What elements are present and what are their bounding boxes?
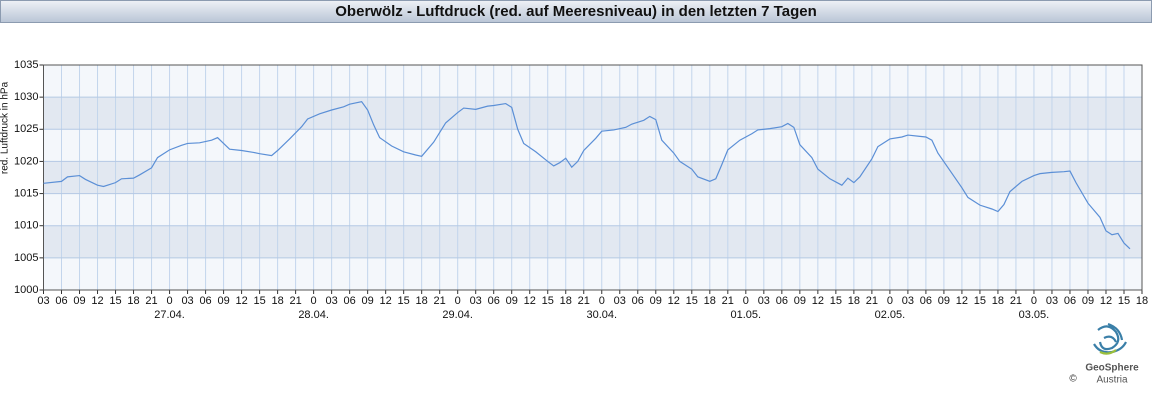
y-tick-label: 1035 [14, 59, 38, 71]
x-tick-label: 15 [1118, 295, 1130, 307]
x-tick-label: 12 [668, 295, 680, 307]
x-tick-label: 06 [920, 295, 932, 307]
x-tick-label: 0 [743, 295, 749, 307]
x-tick-label: 03 [470, 295, 482, 307]
x-tick-label: 21 [866, 295, 878, 307]
x-tick-label: 18 [704, 295, 716, 307]
date-label: 29.04. [442, 309, 473, 321]
x-tick-label: 09 [362, 295, 374, 307]
x-tick-label: 06 [632, 295, 644, 307]
x-tick-label: 21 [578, 295, 590, 307]
date-label: 03.05. [1019, 309, 1050, 321]
x-tick-label: 09 [794, 295, 806, 307]
pressure-line [43, 100, 1131, 250]
x-tick-label: 18 [271, 295, 283, 307]
x-tick-label: 0 [455, 295, 461, 307]
x-tick-label: 06 [776, 295, 788, 307]
x-tick-label: 06 [344, 295, 356, 307]
x-tick-label: 18 [127, 295, 139, 307]
y-tick-label: 1025 [14, 123, 38, 135]
x-tick-label: 15 [109, 295, 121, 307]
logo-mark-accent [1099, 349, 1117, 355]
plot-border [43, 64, 1143, 291]
logo [1093, 322, 1127, 355]
y-tick-label: 1010 [14, 220, 38, 232]
x-tick-label: 06 [55, 295, 67, 307]
grid-band [43, 161, 1142, 194]
x-tick-label: 03 [758, 295, 770, 307]
x-tick-label: 03 [37, 295, 49, 307]
chart-title: Oberwölz - Luftdruck (red. auf Meeresniv… [335, 3, 816, 20]
plot-area: 03 06 09 12 15 18 21 0 03 06 09 12 15 18 21 0 03 06 09 12 15… [14, 59, 1148, 321]
x-tick-label: 15 [398, 295, 410, 307]
y-tick-label: 1000 [14, 284, 38, 296]
logo-mark [1093, 322, 1127, 354]
x-tick-label: 09 [506, 295, 518, 307]
x-tick-label: 21 [1010, 295, 1022, 307]
copyright: © [1069, 374, 1077, 385]
x-tick-label: 0 [311, 295, 317, 307]
x-tick-label: 03 [614, 295, 626, 307]
x-tick-label: 12 [812, 295, 824, 307]
x-tick-label: 12 [524, 295, 536, 307]
x-tick-label: 03 [326, 295, 338, 307]
x-tick-label: 06 [1064, 295, 1076, 307]
x-tick-label: 21 [145, 295, 157, 307]
x-tick-label: 0 [887, 295, 893, 307]
x-tick-label: 15 [830, 295, 842, 307]
y-tick-label: 1005 [14, 252, 38, 264]
x-tick-label: 12 [235, 295, 247, 307]
logo-name: GeoSphere [1085, 363, 1139, 374]
x-tick-label: 09 [938, 295, 950, 307]
x-tick-label: 12 [380, 295, 392, 307]
x-tick-label: 21 [434, 295, 446, 307]
x-tick-label: 09 [73, 295, 85, 307]
date-label: 02.05. [875, 309, 906, 321]
x-tick-label: 0 [166, 295, 172, 307]
y-axis-label: red. Luftdruck in hPa [0, 81, 11, 174]
y-tick-label: 1020 [14, 155, 38, 167]
date-label: 28.04. [298, 309, 329, 321]
grid-band [43, 225, 1142, 258]
x-tick-label: 18 [416, 295, 428, 307]
x-tick-label: 0 [1031, 295, 1037, 307]
x-tick-label: 12 [91, 295, 103, 307]
x-tick-label: 21 [722, 295, 734, 307]
date-label: 27.04. [154, 309, 185, 321]
x-tick-label: 15 [974, 295, 986, 307]
x-tick-label: 21 [289, 295, 301, 307]
x-tick-label: 18 [1136, 295, 1148, 307]
x-tick-label: 18 [560, 295, 572, 307]
logo-sub: Austria [1096, 375, 1128, 386]
x-tick-label: 03 [1046, 295, 1058, 307]
x-tick-label: 03 [181, 295, 193, 307]
x-tick-label: 12 [1100, 295, 1112, 307]
x-tick-label: 18 [848, 295, 860, 307]
x-tick-label: 0 [599, 295, 605, 307]
x-tick-label: 09 [217, 295, 229, 307]
x-tick-label: 09 [1082, 295, 1094, 307]
x-tick-label: 06 [199, 295, 211, 307]
x-tick-label: 03 [902, 295, 914, 307]
x-tick-label: 06 [488, 295, 500, 307]
x-tick-label: 15 [542, 295, 554, 307]
x-tick-label: 15 [686, 295, 698, 307]
x-tick-label: 12 [956, 295, 968, 307]
x-tick-label: 15 [253, 295, 265, 307]
date-label: 01.05. [731, 309, 762, 321]
grid-band [43, 97, 1142, 130]
date-label: 30.04. [586, 309, 617, 321]
x-tick-label: 18 [992, 295, 1004, 307]
x-tick-label: 09 [650, 295, 662, 307]
y-tick-label: 1015 [14, 187, 38, 199]
y-tick-label: 1030 [14, 91, 38, 103]
